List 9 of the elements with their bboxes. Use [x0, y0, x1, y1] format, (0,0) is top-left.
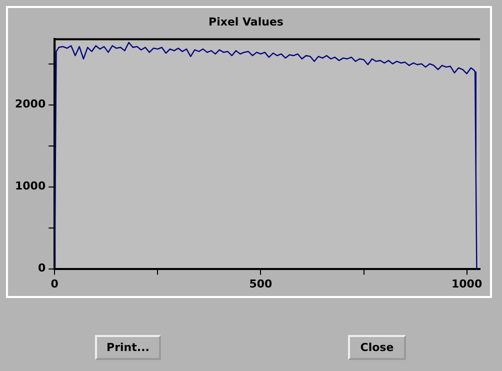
x-tick-label: 500 — [249, 277, 273, 290]
button: Close — [348, 335, 406, 360]
y-tick-label: 1000 — [14, 180, 46, 193]
chart-title: Pixel Values — [208, 15, 284, 28]
x-tick-label: 1000 — [451, 277, 482, 290]
y-tick-label: 0 — [38, 262, 46, 275]
button: Print... — [95, 335, 161, 360]
y-tick-label: 2000 — [14, 98, 46, 111]
x-tick-label: 0 — [50, 277, 59, 290]
